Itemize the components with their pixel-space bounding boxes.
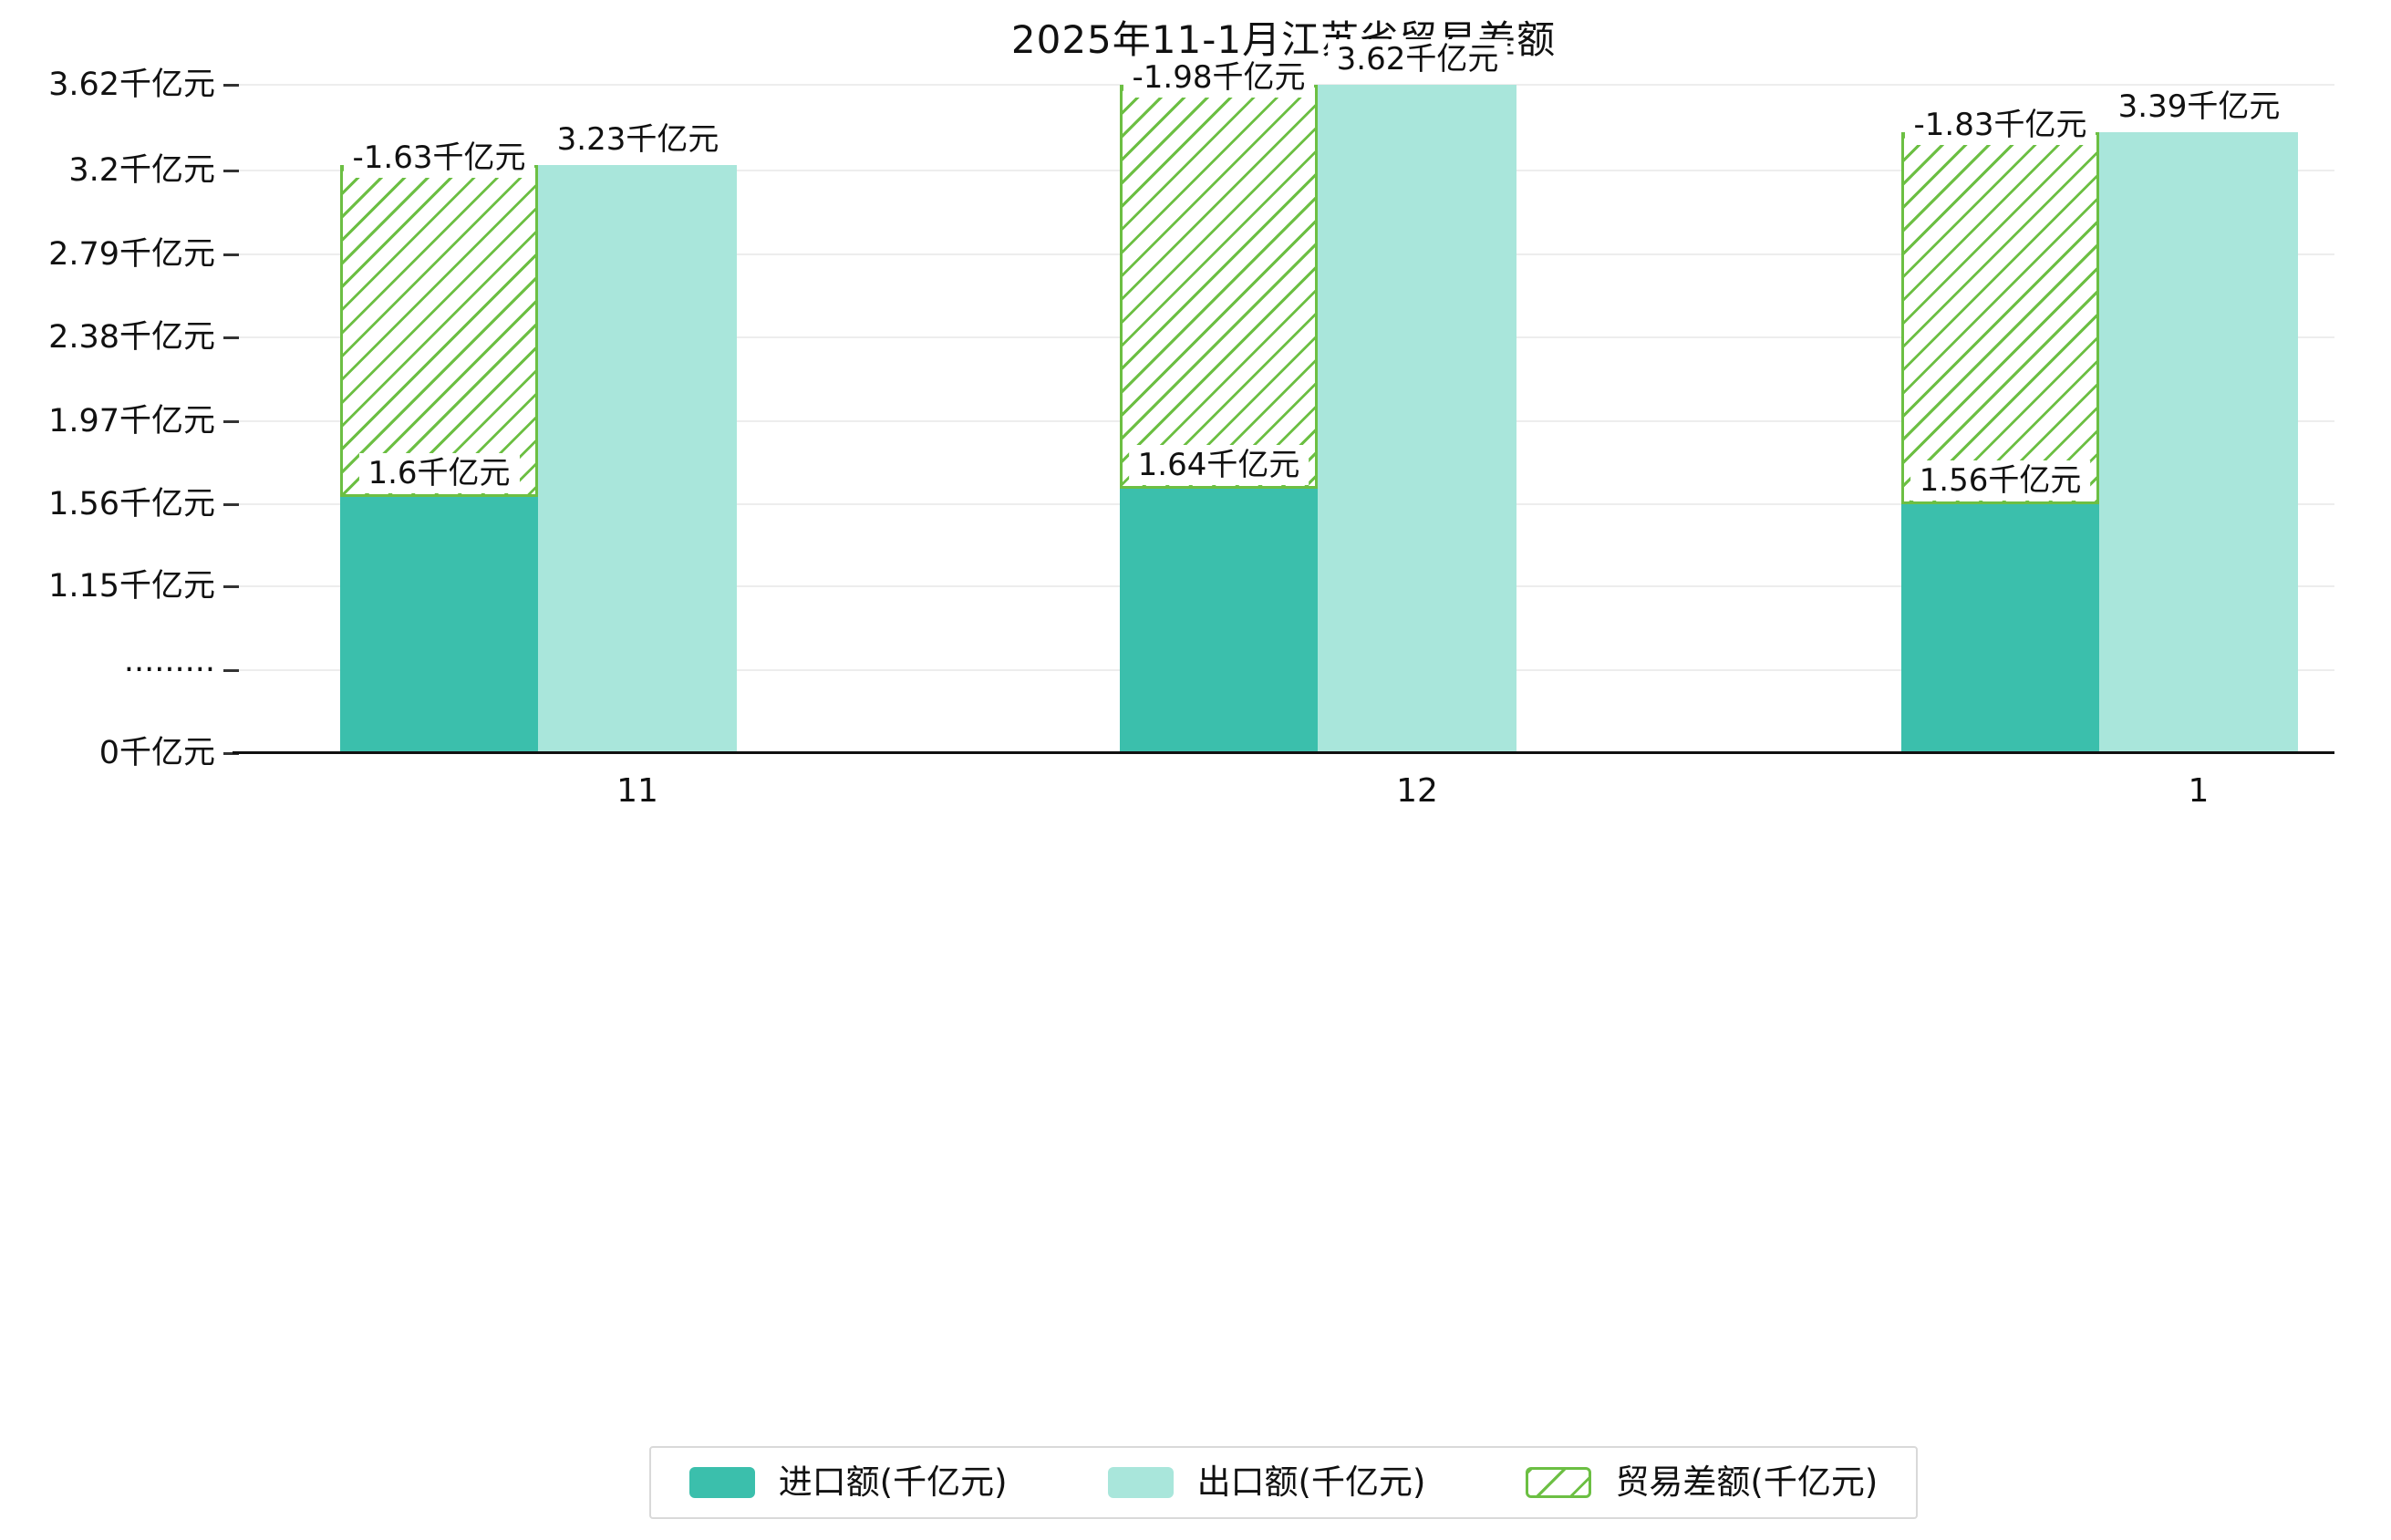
y-tick-label: ·········: [123, 651, 215, 688]
y-tick-mark: [223, 503, 239, 507]
y-tick-label: 2.79千亿元: [48, 235, 215, 273]
import-swatch-icon: [688, 1467, 755, 1498]
export-bar: [2099, 131, 2298, 753]
balance-bar: [1120, 85, 1318, 489]
export-value-label: 3.62千亿元: [1327, 39, 1508, 80]
import-value-label: 1.6千亿元: [358, 452, 520, 493]
export-value-label: 3.23千亿元: [547, 119, 729, 160]
y-tick-label: 1.56千亿元: [48, 486, 215, 523]
legend-item-balance: 贸易差额(千亿元): [1526, 1462, 1878, 1503]
balance-bar: [340, 164, 538, 497]
balance-bar: [1901, 131, 2099, 505]
balance-value-label: -1.63千亿元: [343, 137, 535, 178]
export-value-label: 3.39千亿元: [2108, 86, 2290, 127]
x-tick-label: 12: [1396, 772, 1438, 810]
y-tick-mark: [223, 419, 239, 423]
legend-label-balance: 贸易差额(千亿元): [1615, 1462, 1879, 1502]
y-tick-label: 2.38千亿元: [48, 319, 215, 357]
y-tick-mark: [223, 170, 239, 173]
y-tick-mark: [223, 752, 239, 755]
export-swatch-icon: [1107, 1467, 1174, 1498]
x-tick-label: 1: [2188, 772, 2210, 810]
export-bar: [1318, 85, 1516, 753]
y-tick-mark: [223, 84, 239, 88]
import-bar: [340, 496, 538, 753]
import-bar: [1901, 504, 2099, 753]
y-tick-label: 1.97千亿元: [48, 402, 215, 439]
y-tick-label: 0千亿元: [98, 735, 215, 771]
y-tick-mark: [223, 336, 239, 340]
legend-label-export: 出口额(千亿元): [1196, 1462, 1426, 1502]
legend-item-import: 进口额(千亿元): [688, 1462, 1008, 1503]
x-tick-label: 11: [616, 772, 658, 810]
y-tick-label: 3.2千亿元: [68, 152, 215, 190]
y-tick-mark: [223, 668, 239, 672]
balance-value-label: -1.83千亿元: [1904, 104, 2096, 145]
export-bar: [538, 164, 737, 753]
y-tick-mark: [223, 585, 239, 589]
import-value-label: 1.64千亿元: [1128, 444, 1309, 485]
legend-item-export: 出口额(千亿元): [1107, 1462, 1426, 1503]
y-tick-label: 1.15千亿元: [48, 568, 215, 605]
balance-value-label: -1.98千亿元: [1123, 57, 1315, 98]
x-axis-line: [233, 751, 2334, 754]
legend-wrapper: 进口额(千亿元) 出口额(千亿元) 贸易差额(千亿元): [233, 1446, 2334, 1519]
y-tick-mark: [223, 253, 239, 256]
y-tick-label: 3.62千亿元: [48, 67, 215, 104]
import-value-label: 1.56千亿元: [1910, 460, 2091, 501]
legend: 进口额(千亿元) 出口额(千亿元) 贸易差额(千亿元): [648, 1446, 1919, 1519]
balance-hatch-swatch-icon: [1526, 1467, 1592, 1498]
legend-label-import: 进口额(千亿元): [778, 1462, 1008, 1502]
import-bar: [1120, 488, 1318, 753]
